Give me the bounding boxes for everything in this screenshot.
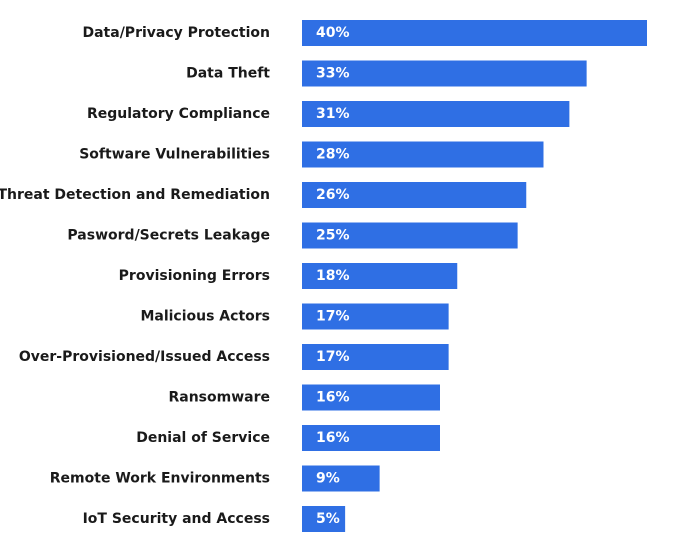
- category-label: Denial of Service: [136, 430, 270, 446]
- category-label: Data Theft: [186, 66, 270, 82]
- data-label: 40%: [316, 25, 350, 41]
- category-label: Regulatory Compliance: [87, 106, 270, 122]
- bar: [302, 60, 587, 87]
- data-label: 9%: [316, 471, 340, 487]
- category-label: IoT Security and Access: [83, 511, 270, 527]
- data-label: 17%: [316, 309, 350, 325]
- bar: [302, 263, 458, 289]
- data-label: 16%: [316, 430, 350, 446]
- category-label: Pasword/Secrets Leakage: [67, 228, 270, 244]
- bar: [302, 344, 449, 370]
- data-label: 26%: [316, 187, 350, 203]
- data-label: 16%: [316, 390, 350, 406]
- category-label: Ransomware: [168, 390, 270, 406]
- category-label: Software Vulnerabilities: [79, 147, 270, 163]
- data-label: 31%: [316, 106, 350, 122]
- bar: [302, 465, 380, 492]
- bar: [302, 506, 346, 532]
- data-label: 25%: [316, 228, 350, 244]
- bar: [302, 384, 440, 411]
- data-label: 17%: [316, 349, 350, 365]
- category-label: Malicious Actors: [140, 309, 270, 325]
- data-label: 18%: [316, 268, 350, 284]
- bar: [302, 425, 440, 451]
- data-label: 33%: [316, 66, 350, 82]
- data-label: 5%: [316, 511, 340, 527]
- category-label: Remote Work Environments: [50, 471, 270, 487]
- bar: [302, 303, 449, 330]
- data-label: 28%: [316, 147, 350, 163]
- category-label: Threat Detection and Remediation: [0, 187, 270, 203]
- category-label: Provisioning Errors: [119, 268, 270, 284]
- category-label: Data/Privacy Protection: [82, 25, 270, 41]
- bar: [302, 141, 544, 168]
- category-label: Over-Provisioned/Issued Access: [19, 349, 270, 365]
- bar: [302, 182, 527, 208]
- bar: [302, 222, 518, 249]
- bar: [302, 101, 570, 127]
- bar: [302, 20, 647, 46]
